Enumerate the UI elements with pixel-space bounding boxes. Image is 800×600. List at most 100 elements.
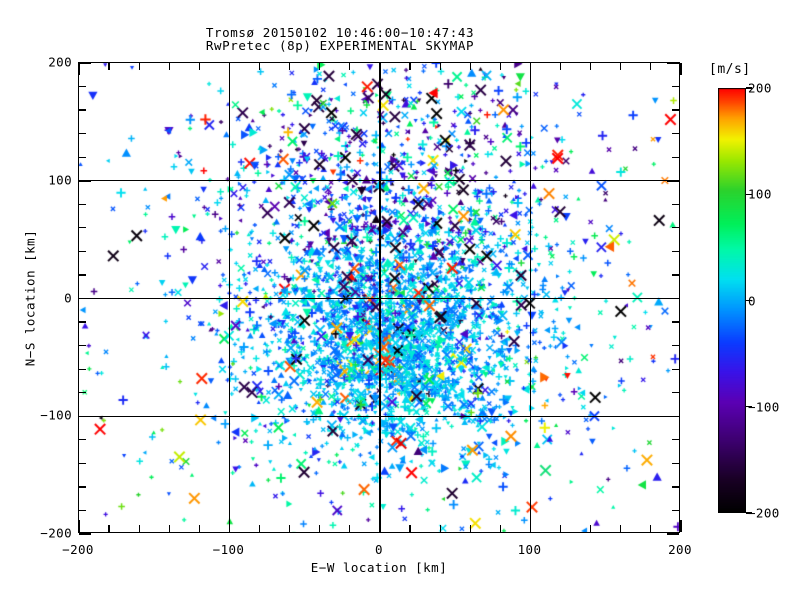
x-tick-top [78,63,80,75]
colorbar-tick-label: 100 [748,186,772,202]
x-tick-label: 200 [668,542,692,557]
y-tick-right [672,321,679,323]
y-tick [79,392,86,394]
colorbar-tick-label: 0 [748,293,756,308]
x-tick-label: 100 [517,542,542,557]
x-tick [228,520,231,532]
y-tick [79,321,86,323]
y-tick-right [667,180,679,182]
y-tick [79,368,86,370]
x-tick [590,525,592,532]
title-line-2: RwPretec (8p) EXPERIMENTAL SKYMAP [205,38,475,53]
y-tick [79,533,91,535]
x-tick-top [319,63,321,70]
x-tick-top [108,63,110,70]
y-tick-right [667,415,679,418]
x-tick-top [620,63,622,70]
x-tick-top [289,63,291,70]
x-tick [198,525,200,532]
x-tick-top [409,63,411,70]
y-tick-right [672,439,679,441]
x-tick-label: −100 [212,542,245,557]
y-tick-right [672,392,679,394]
y-tick-right [672,509,679,512]
y-tick [79,486,86,488]
gridline-horizontal [79,180,679,182]
colorbar-tick [746,299,752,302]
y-tick [79,274,86,276]
y-tick [79,250,86,253]
y-tick-label: 100 [48,172,72,188]
x-tick-label: −200 [62,542,94,557]
gridline-horizontal [79,297,679,300]
x-tick [680,520,682,532]
y-tick-right [672,156,679,158]
x-tick-top [198,63,200,70]
x-tick-top [559,63,562,70]
y-tick-right [672,133,679,135]
y-tick-right [672,250,679,253]
x-tick [559,525,562,532]
x-tick [409,525,411,532]
x-tick [379,520,381,532]
y-tick-right [672,227,679,229]
colorbar-tick [746,406,752,408]
y-tick-right [672,486,679,488]
y-tick [79,133,86,135]
colorbar-title: [m/s] [709,62,751,77]
y-tick-label: −100 [40,407,72,423]
colorbar-tick-label: −100 [748,399,780,415]
x-tick-top [349,63,351,70]
y-tick [79,85,86,88]
x-tick-top [680,63,682,75]
y-tick [79,227,86,229]
x-tick [469,525,471,532]
colorbar-gradient [718,88,746,513]
y-tick [79,509,86,512]
y-tick-right [672,109,679,111]
y-tick [79,344,86,347]
y-tick-right [667,533,679,535]
y-axis-title: N−S location [km] [22,229,38,366]
x-tick-top [650,63,652,70]
y-tick-label: 200 [48,54,72,70]
x-tick-top [499,63,501,70]
gridline-vertical [228,63,231,532]
colorbar-tick-label: 200 [748,80,772,96]
x-tick [78,520,80,532]
y-tick-right [672,462,679,464]
x-tick [529,520,532,532]
x-tick-top [258,63,261,70]
x-tick [620,525,622,532]
colorbar-tick-label: −200 [748,505,780,521]
gridline-vertical [379,63,381,532]
x-tick-top [439,63,441,70]
x-tick [349,525,351,532]
x-tick-top [228,63,231,75]
x-tick [650,525,652,532]
colorbar [718,87,752,514]
y-tick [79,439,86,441]
figure-title: Tromsø 20150102 10:46:00−10:47:43 RwPret… [0,26,680,52]
y-tick-right [672,274,679,276]
y-tick [79,180,91,182]
x-tick-top [469,63,471,70]
x-axis-title: E−W location [km] [310,560,448,575]
x-tick [108,525,110,532]
x-tick [258,525,261,532]
gridline-vertical [529,63,532,532]
x-tick [439,525,441,532]
colorbar-tick [746,512,752,514]
y-tick-right [667,297,679,300]
scatter-canvas [79,63,679,532]
title-line-1: Tromsø 20150102 10:46:00−10:47:43 [205,25,475,40]
y-tick [79,62,91,64]
x-tick [499,525,501,532]
x-tick-top [590,63,592,70]
y-tick-right [672,344,679,347]
y-tick [79,109,86,111]
x-tick-top [168,63,170,70]
x-tick [168,525,170,532]
y-tick [79,156,86,158]
